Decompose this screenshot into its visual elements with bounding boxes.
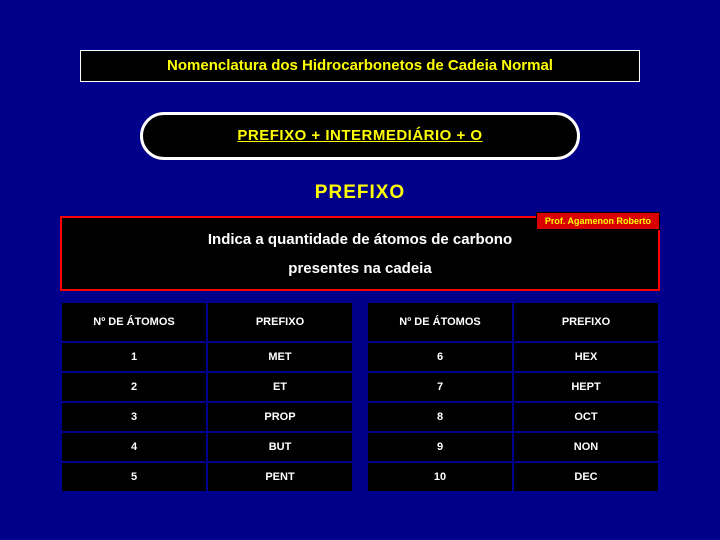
formula-box: PREFIXO + INTERMEDIÁRIO + O [140,112,580,160]
table-row: 5 PENT [62,463,352,491]
cell-atoms: 4 [62,433,206,461]
cell-atoms: 10 [368,463,512,491]
title-box: Nomenclatura dos Hidrocarbonetos de Cade… [80,50,640,82]
slide: Nomenclatura dos Hidrocarbonetos de Cade… [0,0,720,540]
header-atoms: Nº DE ÁTOMOS [368,303,512,341]
description-line-1: Indica a quantidade de átomos de carbono [62,226,658,255]
header-prefix: PREFIXO [514,303,658,341]
cell-atoms: 3 [62,403,206,431]
header-prefix: PREFIXO [208,303,352,341]
cell-prefix: DEC [514,463,658,491]
cell-prefix: ET [208,373,352,401]
description-line-2: presentes na cadeia [62,255,658,284]
cell-atoms: 2 [62,373,206,401]
slide-title: Nomenclatura dos Hidrocarbonetos de Cade… [167,57,553,74]
table-row: 9 NON [368,433,658,461]
cell-atoms: 8 [368,403,512,431]
cell-atoms: 1 [62,343,206,371]
table-row: 7 HEPT [368,373,658,401]
cell-prefix: HEPT [514,373,658,401]
cell-atoms: 5 [62,463,206,491]
table-row: 8 OCT [368,403,658,431]
tables-row: Nº DE ÁTOMOS PREFIXO 1 MET 2 ET 3 PROP [60,301,660,493]
table-row: 3 PROP [62,403,352,431]
table-row: 1 MET [62,343,352,371]
cell-prefix: OCT [514,403,658,431]
cell-prefix: PROP [208,403,352,431]
table-row: 2 ET [62,373,352,401]
table-row: 10 DEC [368,463,658,491]
cell-atoms: 7 [368,373,512,401]
prefix-table-right: Nº DE ÁTOMOS PREFIXO 6 HEX 7 HEPT 8 OCT [366,301,660,493]
section-title: PREFIXO [60,182,660,204]
table-header-row: Nº DE ÁTOMOS PREFIXO [62,303,352,341]
cell-atoms: 6 [368,343,512,371]
table-row: 6 HEX [368,343,658,371]
cell-prefix: PENT [208,463,352,491]
header-atoms: Nº DE ÁTOMOS [62,303,206,341]
cell-prefix: MET [208,343,352,371]
cell-prefix: HEX [514,343,658,371]
prefix-table-left: Nº DE ÁTOMOS PREFIXO 1 MET 2 ET 3 PROP [60,301,354,493]
cell-prefix: BUT [208,433,352,461]
professor-badge: Prof. Agamenon Roberto [536,212,660,230]
table-header-row: Nº DE ÁTOMOS PREFIXO [368,303,658,341]
cell-prefix: NON [514,433,658,461]
table-row: 4 BUT [62,433,352,461]
cell-atoms: 9 [368,433,512,461]
formula-text: PREFIXO + INTERMEDIÁRIO + O [237,127,482,144]
